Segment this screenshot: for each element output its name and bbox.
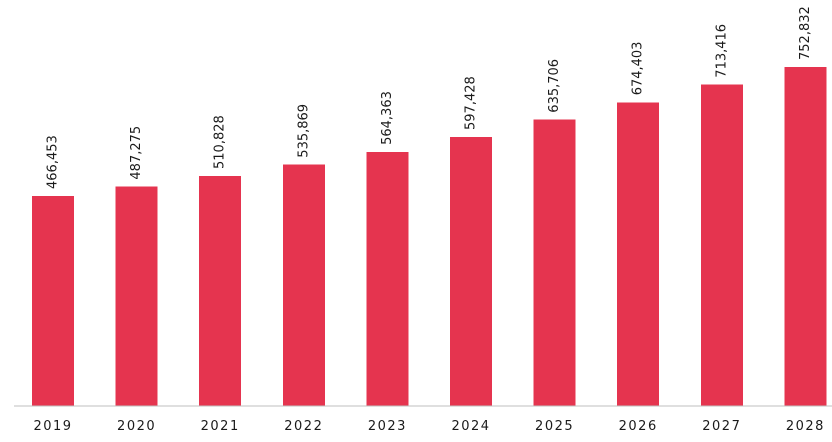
- x-tick-labels: 2019 2020 2021 2022 2023 2024 2025 2026 2027 2028: [33, 419, 825, 434]
- bar-2023: [366, 151, 409, 406]
- value-label-2020: 487,275: [129, 126, 144, 180]
- value-label-2024: 597,428: [464, 76, 479, 130]
- bars-layer: [32, 67, 827, 407]
- x-tick-label-2022: 2022: [284, 419, 323, 434]
- x-tick-label-2028: 2028: [786, 419, 825, 434]
- value-labels-layer: 466,453 487,275 510,828 535,869 564,363 597,4…: [46, 6, 813, 189]
- bar-2027: [700, 84, 743, 406]
- bar-2025: [533, 119, 576, 406]
- value-label-2025: 635,706: [547, 59, 562, 113]
- bar-2019: [32, 196, 74, 406]
- x-tick-label-2024: 2024: [451, 419, 490, 434]
- bar-2024: [450, 137, 492, 406]
- bar-2028: [784, 67, 827, 406]
- x-tick-label-2026: 2026: [619, 419, 658, 434]
- bar-2022: [282, 164, 325, 406]
- bar-2021: [199, 176, 242, 406]
- value-label-2019: 466,453: [46, 135, 61, 189]
- bar-2026: [617, 102, 660, 407]
- bar-2020: [115, 186, 158, 406]
- value-label-2028: 752,832: [798, 6, 813, 60]
- value-label-2027: 713,416: [714, 24, 729, 78]
- x-tick-label-2019: 2019: [33, 419, 72, 434]
- x-tick-label-2021: 2021: [201, 419, 240, 434]
- value-label-2026: 674,403: [631, 42, 646, 96]
- x-tick-label-2025: 2025: [535, 419, 574, 434]
- x-tick-label-2023: 2023: [368, 419, 407, 434]
- value-label-2021: 510,828: [213, 115, 228, 169]
- x-tick-label-2027: 2027: [702, 419, 741, 434]
- x-tick-label-2020: 2020: [117, 419, 156, 434]
- value-label-2022: 535,869: [296, 104, 311, 158]
- value-label-2023: 564,363: [380, 91, 395, 145]
